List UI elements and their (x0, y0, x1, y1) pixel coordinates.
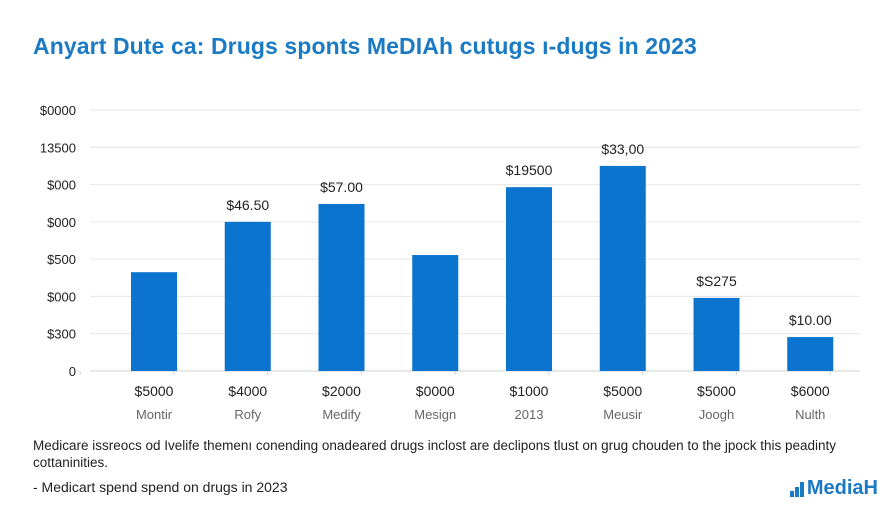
bar-chart: 0 $300 $000 $500 $000 $000 13500 $0000 $46.50 $5… (40, 103, 860, 422)
y-tick-label: $300 (47, 327, 76, 342)
x-category-label: Medify (322, 407, 361, 422)
x-category-label: Nulth (795, 407, 825, 422)
data-label: $33,00 (601, 141, 644, 157)
bar (318, 203, 365, 371)
x-value-label: $4000 (228, 383, 267, 399)
x-category-label: Rofy (234, 407, 261, 422)
x-value-label: $0000 (416, 383, 455, 399)
data-label: $S275 (696, 273, 737, 289)
bar (412, 255, 459, 371)
data-label: $57.00 (320, 179, 363, 195)
logo-text: MediaH (806, 477, 878, 499)
y-tick-label: 13500 (40, 140, 76, 155)
bar (787, 337, 834, 371)
bar-chart-icon (789, 481, 804, 500)
brand-logo: MediaH (789, 477, 878, 500)
x-value-label: $1000 (510, 383, 549, 399)
x-value-label: $2000 (322, 383, 361, 399)
x-category-label: Montir (136, 407, 173, 422)
data-label: $19500 (506, 162, 553, 178)
x-value-label: $5000 (135, 383, 174, 399)
x-value-label: $5000 (697, 383, 736, 399)
x-category-label: Joogh (699, 407, 734, 422)
y-tick-label: $000 (47, 289, 76, 304)
y-tick-label: $500 (47, 252, 76, 267)
x-value-label: $6000 (791, 383, 830, 399)
chart-title: Anyart Dute ca: Drugs sponts MeDIAh cutu… (33, 33, 697, 59)
x-category-label: Meusir (603, 407, 643, 422)
data-label: $10.00 (789, 312, 832, 328)
data-label: $46.50 (226, 197, 269, 213)
bar (599, 165, 646, 371)
y-tick-label: $000 (47, 178, 76, 193)
bar (693, 297, 740, 371)
x-category-label: Mesign (414, 407, 456, 422)
y-tick-label: $0000 (40, 103, 76, 118)
bar (224, 221, 271, 371)
footnote-text: Medicare issreocs od Ivelife themenı con… (33, 438, 836, 470)
y-tick-label: $000 (47, 215, 76, 230)
y-tick-label: 0 (69, 364, 76, 379)
bar (131, 272, 177, 371)
x-category-label: 2013 (515, 407, 544, 422)
bullet-note: - Medicart spend spend on drugs in 2023 (33, 479, 288, 495)
bar (506, 187, 552, 371)
x-value-label: $5000 (603, 383, 642, 399)
